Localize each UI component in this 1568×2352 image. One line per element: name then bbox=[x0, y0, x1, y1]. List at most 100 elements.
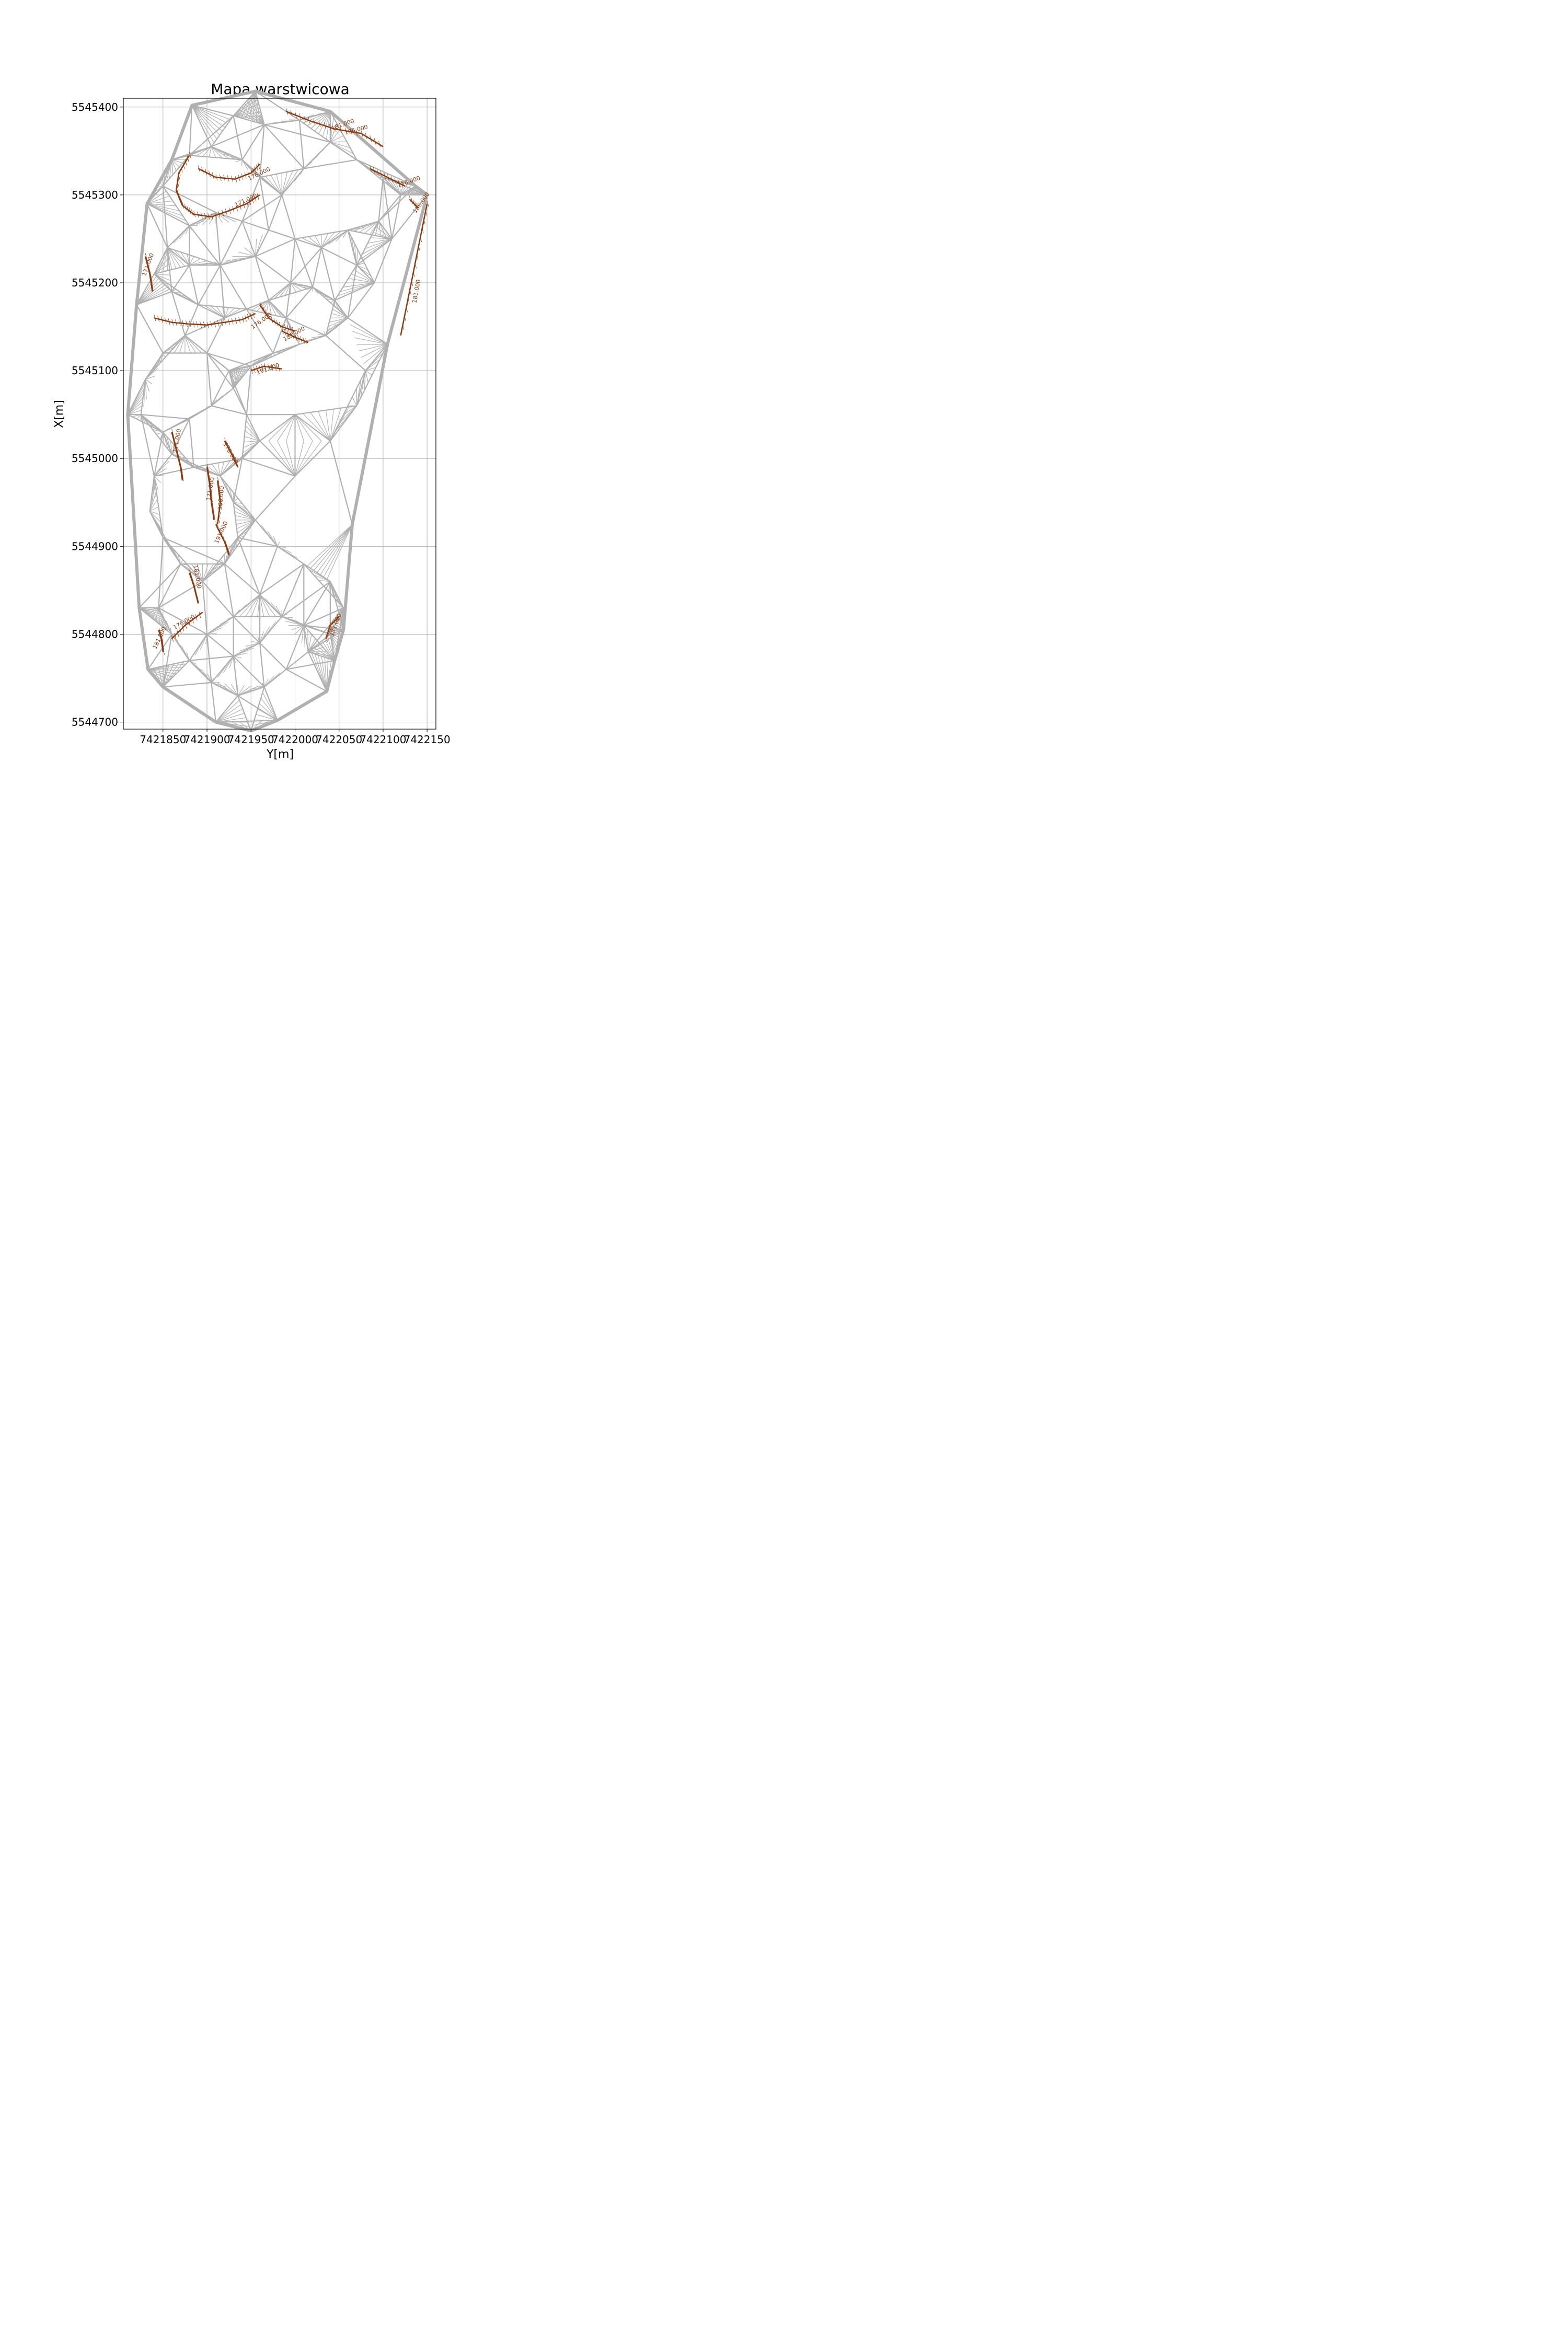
mesh-fan-edge bbox=[147, 669, 167, 684]
mesh-fan-edge bbox=[255, 91, 261, 124]
mesh-fan-edge bbox=[330, 633, 342, 638]
mesh-fan-edge bbox=[228, 370, 240, 381]
contour-hatch bbox=[326, 635, 328, 642]
contour-hatch bbox=[225, 541, 227, 548]
mesh-fan-edge bbox=[350, 155, 357, 160]
mesh-fan-edge bbox=[370, 221, 379, 235]
mesh-fan-edge bbox=[270, 175, 282, 195]
mesh-edge bbox=[334, 629, 344, 661]
contour-hatch bbox=[227, 175, 229, 182]
mesh-edge bbox=[298, 120, 305, 169]
mesh-fan-edge bbox=[205, 634, 207, 644]
mesh-fan-edge bbox=[157, 524, 164, 538]
contour-hatch bbox=[175, 319, 177, 326]
mesh-fan-edge bbox=[318, 655, 327, 691]
mesh-edge bbox=[206, 633, 234, 657]
mesh-fan-edge bbox=[189, 415, 194, 420]
mesh-fan-edge bbox=[171, 159, 180, 167]
mesh-edge bbox=[285, 286, 314, 318]
contour-hatch bbox=[228, 445, 231, 452]
mesh-fan-edge bbox=[241, 159, 248, 170]
x-tick-label: 7421900 bbox=[183, 733, 230, 746]
mesh-edge bbox=[140, 379, 146, 415]
mesh-fan-edge bbox=[147, 669, 170, 681]
mesh-fan-edge bbox=[277, 546, 286, 548]
contour-hatch bbox=[267, 312, 269, 319]
contour-hatch bbox=[286, 325, 289, 332]
contour-hatch bbox=[350, 128, 352, 135]
mesh-fan-edge bbox=[189, 660, 197, 665]
contour-hatch bbox=[213, 513, 215, 520]
mesh-fan-edge bbox=[327, 636, 335, 661]
mesh-fan-edge bbox=[145, 379, 153, 384]
mesh-edge bbox=[189, 225, 221, 266]
mesh-fan-edge bbox=[298, 625, 304, 639]
contour-hatch bbox=[373, 167, 375, 174]
mesh-edge bbox=[290, 238, 296, 283]
contour-hatch bbox=[192, 580, 195, 587]
mesh-fan-edge bbox=[237, 91, 256, 118]
mesh-fan-edge bbox=[251, 594, 260, 617]
contour-hatch bbox=[217, 481, 220, 488]
mesh-fan-edge bbox=[189, 258, 201, 266]
contour-hatch bbox=[203, 321, 205, 328]
mesh-fan-edge bbox=[217, 656, 234, 678]
mesh-fan-edge bbox=[339, 405, 357, 424]
contour-hatch bbox=[259, 364, 261, 372]
mesh-fan-edge bbox=[127, 397, 144, 415]
contour-hatch bbox=[256, 164, 258, 171]
mesh-fan-edge bbox=[244, 103, 264, 125]
mesh-fan-edge bbox=[154, 263, 169, 274]
contour-hatch bbox=[206, 464, 209, 471]
mesh-fan-edge bbox=[321, 656, 327, 691]
mesh-fan-edge bbox=[299, 168, 304, 176]
mesh-fan-edge bbox=[314, 654, 327, 691]
mesh-fan-edge bbox=[204, 305, 225, 318]
contour-hatch bbox=[185, 622, 187, 629]
contour-hatch bbox=[219, 528, 221, 535]
contour-hatch bbox=[182, 320, 185, 327]
contour-line-171.000 bbox=[144, 256, 153, 292]
mesh-fan-edge bbox=[328, 317, 348, 327]
mesh-fan-edge bbox=[272, 305, 287, 318]
mesh-edge bbox=[233, 616, 260, 644]
mesh-fan-edge bbox=[294, 414, 304, 441]
mesh-fan-edge bbox=[149, 186, 164, 199]
contour-hatch bbox=[222, 210, 224, 216]
contour-hatch bbox=[228, 207, 231, 214]
mesh-fan-edge bbox=[257, 172, 260, 178]
mesh-fan-edge bbox=[282, 616, 293, 618]
mesh-fan-edge bbox=[191, 301, 199, 305]
contour-hatch bbox=[218, 508, 221, 515]
mesh-fan-edge bbox=[237, 520, 256, 534]
mesh-fan-edge bbox=[331, 629, 344, 631]
mesh-fan-edge bbox=[259, 703, 278, 721]
contour-hatch bbox=[326, 632, 329, 639]
mesh-edge bbox=[286, 668, 327, 692]
contour-hatch bbox=[198, 165, 200, 172]
contour-hatch bbox=[387, 174, 389, 181]
mesh-fan-edge bbox=[365, 351, 384, 371]
mesh-fan-edge bbox=[365, 370, 369, 383]
contour-hatch bbox=[233, 453, 235, 460]
mesh-fan-edge bbox=[180, 559, 183, 564]
mesh-fan-edge bbox=[290, 282, 297, 293]
mesh-fan-edge bbox=[145, 379, 150, 392]
mesh-edge bbox=[158, 537, 164, 608]
mesh-fan-edge bbox=[185, 335, 202, 353]
mesh-fan-edge bbox=[280, 669, 287, 674]
contour-hatch bbox=[178, 319, 181, 327]
mesh-fan-edge bbox=[136, 414, 142, 420]
triangulation-mesh bbox=[126, 89, 429, 733]
mesh-fan-edge bbox=[330, 129, 341, 143]
mesh-fan-edge bbox=[290, 282, 302, 291]
mesh-fan-edge bbox=[147, 607, 159, 615]
mesh-edge bbox=[141, 414, 190, 420]
mesh-fan-edge bbox=[211, 682, 232, 692]
contour-hatch bbox=[161, 316, 163, 323]
contour-hatch bbox=[227, 443, 229, 449]
mesh-fan-edge bbox=[136, 289, 170, 305]
contour-hatch bbox=[414, 201, 417, 208]
mesh-edge bbox=[356, 159, 416, 187]
mesh-fan-edge bbox=[159, 181, 164, 187]
